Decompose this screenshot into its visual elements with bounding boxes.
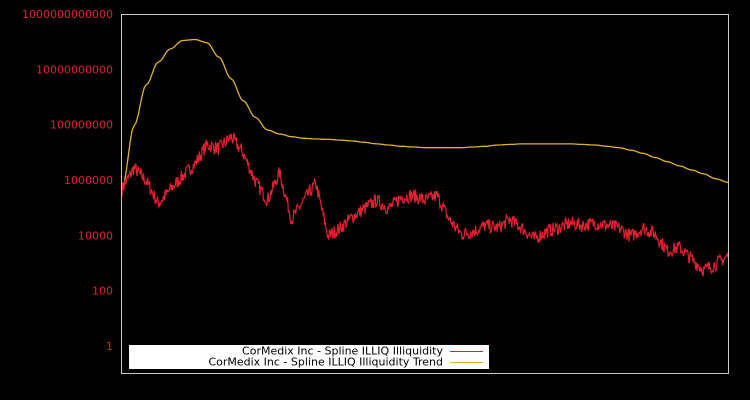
legend-box <box>129 345 489 369</box>
illiquidity-line <box>121 132 729 277</box>
y-axis: 1000000000000 10000000000 100000000 1000000… <box>22 8 113 353</box>
legend: CorMedix Inc - Spline ILLIQ Illiquidity … <box>129 345 489 369</box>
legend-label-illiquidity: CorMedix Inc - Spline ILLIQ Illiquidity <box>242 345 443 358</box>
plot-area <box>121 38 729 277</box>
plot-frame <box>121 14 729 374</box>
y-tick-label: 10000 <box>78 229 113 242</box>
y-tick-label: 1000000000000 <box>22 8 113 21</box>
y-tick-label: 1 <box>106 340 113 353</box>
trend-line <box>121 38 729 190</box>
legend-label-trend: CorMedix Inc - Spline ILLIQ Illiquidity … <box>208 356 443 369</box>
y-tick-label: 100 <box>92 285 113 298</box>
y-tick-label: 1000000 <box>64 174 113 187</box>
y-tick-label: 10000000000 <box>36 63 113 76</box>
y-tick-label: 100000000 <box>50 119 113 132</box>
